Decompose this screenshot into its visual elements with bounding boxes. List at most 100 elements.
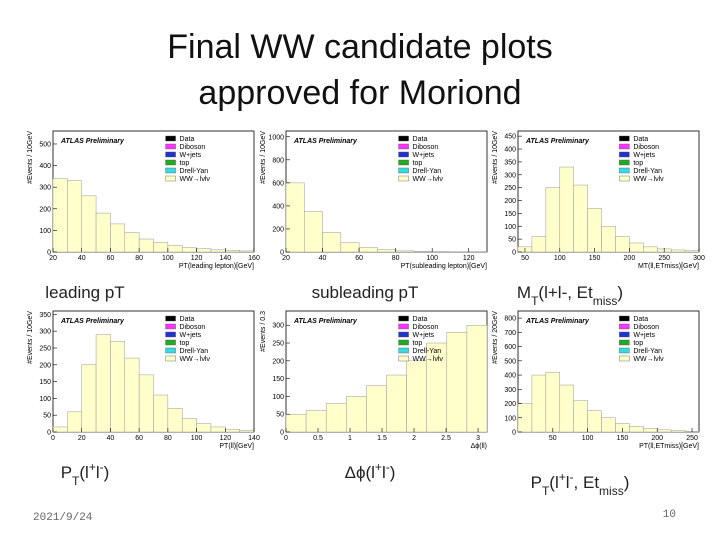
histogram-bar [358,247,378,253]
x-tick-label: 140 [248,435,260,442]
x-tick-label: 120 [191,255,203,262]
y-tick-label: 100 [504,224,516,231]
x-tick-label: 140 [219,255,231,262]
caption: leading pT [45,283,124,302]
histogram-bar [340,242,360,253]
x-tick-label: 120 [219,435,231,442]
caption: PT(l+l-) [61,460,110,488]
histogram-bar [196,423,212,433]
y-axis-label: #Events / 10GeV [27,311,34,364]
histogram-bar [52,178,68,253]
x-tick-label: 1.5 [377,435,387,442]
y-tick-label: 0 [47,250,51,257]
histogram-bar [67,411,82,433]
x-tick-label: 2 [412,435,416,442]
legend-label: Drell-Yan [413,348,442,355]
histogram-bar [210,249,226,253]
legend-label: Data [633,136,648,143]
caption-part: miss [593,294,618,308]
x-axis-label: PT(ll)[GeV] [219,443,254,450]
histogram-bar [559,166,574,253]
histogram-bar [167,245,183,253]
legend-label: Drell-Yan [180,168,209,175]
x-tick-label: 3 [476,435,480,442]
histogram-bar [643,428,658,433]
caption-part: (l+l-, Et [538,283,593,302]
annotation: ATLAS Preliminary [60,318,125,325]
y-tick-label: 100 [39,396,51,403]
legend-label: Diboson [413,144,439,151]
y-tick-label: 250 [39,345,51,352]
x-tick-label: 40 [107,435,115,442]
y-tick-label: 300 [39,185,51,192]
legend-label: WW→lνlν [413,356,444,363]
y-tick-label: 1000 [268,134,284,141]
legend-swatch [165,175,176,182]
legend-label: WW→lνlν [633,176,664,183]
legend-label: Data [180,316,195,323]
caption-part: ) [617,283,623,302]
caption-part: P [531,473,542,492]
legend-label: top [180,160,190,167]
histogram-bar [124,357,140,433]
histogram-bar [670,249,686,253]
legend-swatch [398,323,409,330]
x-tick-label: 50 [521,255,529,262]
legend-swatch [619,175,630,182]
annotation: ATLAS Preliminary [525,318,590,325]
y-tick-label: 250 [272,341,284,348]
histogram-bar [138,238,154,253]
legend-swatch [398,331,409,338]
y-axis-label: #Events / 10GeV [27,131,34,184]
x-tick-label: 100 [426,255,438,262]
legend-swatch [165,143,176,150]
x-tick-label: 150 [589,255,601,262]
legend-label: WW→lνlν [413,176,444,183]
legend-label: Data [413,316,428,323]
caption-part: (l [549,473,558,492]
x-tick-label: 160 [248,255,260,262]
y-tick-label: 0 [47,430,51,437]
x-tick-label: 150 [617,435,629,442]
legend-swatch [619,159,630,166]
x-tick-label: 200 [651,435,663,442]
legend-label: Diboson [633,144,659,151]
caption-part: ) [390,463,396,482]
histogram-bar [322,232,342,253]
histogram-bar [225,250,240,253]
caption-part: P [61,463,72,482]
y-tick-label: 800 [272,157,284,164]
legend-swatch [398,175,409,182]
legend-label: Drell-Yan [180,348,209,355]
histogram-bar [573,400,588,433]
x-tick-label: 0 [51,435,55,442]
y-tick-label: 200 [504,198,516,205]
legend-label: Drell-Yan [633,168,662,175]
y-tick-label: 700 [504,330,516,337]
legend-swatch [398,339,409,346]
y-tick-label: 300 [504,387,516,394]
x-tick-label: 300 [693,255,705,262]
histogram-bar [304,211,323,253]
y-axis-label: #Events / 0.3 [260,311,267,352]
histogram-bar [656,429,672,433]
y-tick-label: 0 [512,250,516,257]
y-tick-label: 150 [504,211,516,218]
legend-label: Diboson [633,324,659,331]
caption-part: Δϕ(l [345,463,375,482]
y-tick-label: 200 [272,226,284,233]
legend-swatch [398,315,409,322]
page-number: 10 [663,509,676,521]
caption: Δϕ(l+l-) [345,460,396,482]
x-tick-label: 60 [107,255,115,262]
caption-part: T [531,294,539,308]
caption-part: + [559,470,566,484]
y-tick-label: 300 [504,172,516,179]
caption-part: ) [624,473,630,492]
histogram-bar [81,364,97,433]
footer-date: 2021/9/24 [33,512,93,524]
x-tick-label: 50 [549,435,557,442]
histogram-bar [446,332,468,433]
y-tick-label: 100 [39,228,51,235]
histogram-bar [239,250,255,253]
